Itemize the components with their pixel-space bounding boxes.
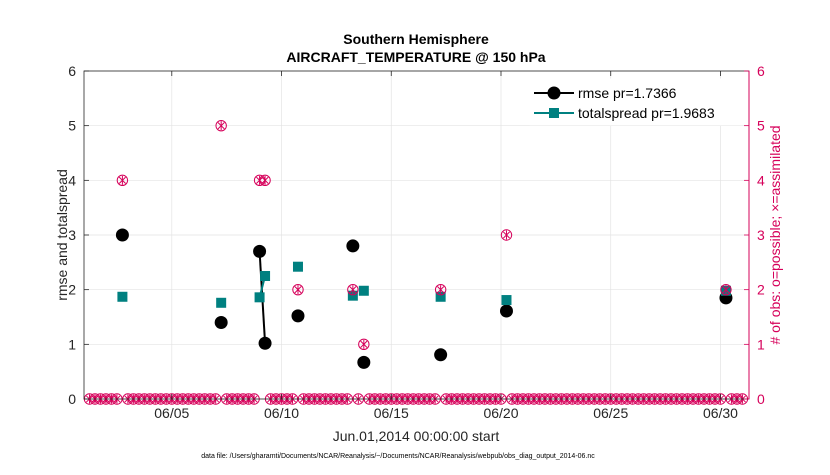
obs-count-marker xyxy=(434,283,447,296)
legend-rmse-marker xyxy=(547,86,561,100)
y-tick-label-left: 2 xyxy=(68,282,76,298)
y-tick-label-right: 1 xyxy=(757,336,765,352)
y-tick-label-right: 3 xyxy=(757,227,765,243)
x-tick-label: 06/30 xyxy=(703,405,738,421)
rmse-point xyxy=(253,244,267,258)
y-tick-label-right: 6 xyxy=(757,63,765,79)
rmse-point xyxy=(214,315,228,329)
y-tick-label-left: 4 xyxy=(68,172,76,188)
rmse-point xyxy=(291,309,305,323)
obs-possible-circle xyxy=(500,229,513,241)
y-tick-label-right: 5 xyxy=(757,118,765,134)
obs-count-marker xyxy=(116,174,129,187)
obs-possible-circle xyxy=(292,283,304,296)
obs-count-marker xyxy=(259,174,271,187)
axes-layer: 06/05 06/10 06/15 06/20 06/25 06/30 0 1 2 3 4 5 6 0 1 2… xyxy=(68,63,765,421)
y-axis-label-left: rmse and totalspread xyxy=(54,169,70,301)
obs-count-marker xyxy=(500,229,513,241)
legend: rmse pr=1.7366 totalspread pr=1.9683 xyxy=(529,78,743,126)
totalspread-point xyxy=(260,271,271,281)
obs-possible-circle xyxy=(358,338,370,351)
x-tick-label: 06/05 xyxy=(154,405,189,421)
totalspread-point xyxy=(347,290,358,301)
legend-rmse-label: rmse pr=1.7366 xyxy=(578,85,677,101)
obs-possible-circle xyxy=(259,174,271,187)
obs-possible-circle xyxy=(347,283,359,296)
rmse-point xyxy=(258,336,272,350)
totalspread-point xyxy=(292,261,303,272)
footnote: data file: /Users/gharamti/Documents/NCA… xyxy=(201,453,595,460)
obs-possible-circle xyxy=(434,283,447,296)
legend-box xyxy=(529,78,743,126)
y-tick-label-left: 6 xyxy=(68,63,76,79)
rmse-point xyxy=(346,239,360,253)
y-tick-label-left: 3 xyxy=(68,227,76,243)
obs-count-marker xyxy=(358,338,370,351)
totalspread-point xyxy=(501,295,512,306)
y-tick-label-left: 0 xyxy=(68,391,76,407)
y-tick-label-left: 1 xyxy=(68,336,76,352)
x-axis-label: Jun.01,2014 00:00:00 start xyxy=(333,428,500,444)
totalspread-point xyxy=(435,291,446,302)
y-axis-label-right: # of obs: o=possible; ×=assimilated xyxy=(767,125,783,344)
totalspread-point xyxy=(216,297,227,308)
legend-totalspread-label: totalspread pr=1.9683 xyxy=(578,105,715,121)
obs-count-marker xyxy=(720,283,732,296)
x-tick-label: 06/15 xyxy=(374,405,409,421)
x-tick-label: 06/20 xyxy=(483,405,518,421)
totalspread-point xyxy=(358,285,369,296)
obs-possible-circle xyxy=(215,119,227,132)
x-tick-label: 06/25 xyxy=(593,405,628,421)
obs-count-marker xyxy=(215,119,227,132)
obs-count-marker xyxy=(292,283,304,296)
y-tick-label-right: 2 xyxy=(757,282,765,298)
totalspread-point xyxy=(254,292,265,303)
y-tick-label-right: 0 xyxy=(757,391,765,407)
chart-subtitle: AIRCRAFT_TEMPERATURE @ 150 hPa xyxy=(286,49,545,65)
legend-totalspread-marker xyxy=(549,108,559,118)
y-tick-label-left: 5 xyxy=(68,118,76,134)
rmse-point xyxy=(434,348,448,362)
totalspread-point xyxy=(117,291,128,302)
rmse-point xyxy=(115,228,129,242)
obs-possible-circle xyxy=(720,283,732,296)
obs-possible-circle xyxy=(116,174,129,187)
x-tick-label: 06/10 xyxy=(264,405,299,421)
rmse-point xyxy=(499,304,513,318)
obs-count-marker xyxy=(347,283,359,296)
y-tick-label-right: 4 xyxy=(757,172,765,188)
chart-title: Southern Hemisphere xyxy=(343,31,489,47)
rmse-point xyxy=(357,355,371,369)
